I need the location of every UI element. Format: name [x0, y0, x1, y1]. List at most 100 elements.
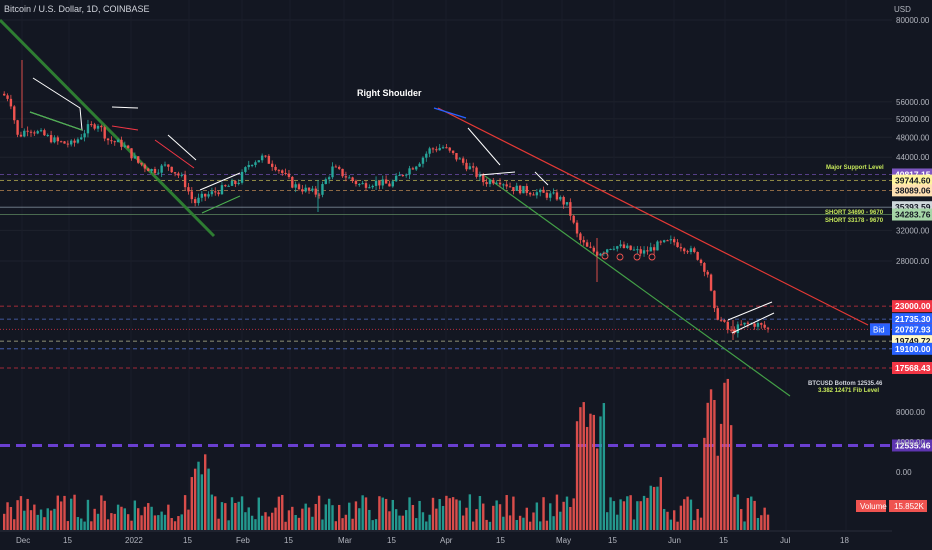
candle-body	[579, 233, 582, 241]
candle-body	[90, 124, 93, 126]
volume-bar	[116, 504, 120, 530]
candle-body	[56, 137, 59, 142]
volume-bar	[200, 474, 204, 530]
volume-bar	[46, 508, 49, 530]
candle-body	[183, 174, 187, 188]
candle-body	[147, 168, 150, 172]
volume-bar	[173, 521, 177, 530]
volume-bar	[465, 507, 468, 530]
candle-body	[478, 174, 482, 177]
time-axis[interactable]	[0, 531, 892, 550]
price-label-bg	[892, 361, 932, 374]
volume-bar	[307, 507, 311, 530]
candle-body	[629, 245, 632, 250]
candle-body	[740, 324, 743, 326]
volume-bar	[73, 494, 76, 530]
candle-body	[492, 180, 495, 184]
candle-body	[472, 166, 475, 168]
candle-body	[217, 192, 220, 195]
candle-body	[354, 180, 358, 185]
volume-bar	[371, 520, 374, 530]
volume-bar	[703, 437, 706, 530]
volume-bar	[147, 503, 150, 530]
volume-bar	[485, 519, 488, 530]
candle-body	[13, 106, 16, 121]
volume-bar	[709, 389, 713, 530]
time-tick-label: 15	[496, 536, 505, 545]
candle-body	[565, 202, 569, 205]
volume-bar	[177, 516, 180, 530]
volume-bar	[475, 509, 478, 530]
candle-body	[351, 177, 354, 181]
volume-bar	[766, 514, 770, 530]
volume-bar	[358, 508, 361, 530]
volume-bar	[83, 521, 86, 530]
candle-body	[277, 170, 281, 172]
candle-body	[214, 191, 217, 193]
annotation-right-shoulder: Right Shoulder	[357, 88, 422, 98]
volume-bar	[284, 521, 287, 530]
candle-body	[545, 192, 549, 198]
volume-bar	[719, 423, 723, 530]
price-label-bg	[892, 342, 932, 355]
candle-body	[86, 124, 90, 134]
candle-body	[723, 320, 726, 322]
volume-bar	[401, 515, 405, 530]
candle-body	[522, 186, 525, 194]
candle-body	[16, 120, 19, 135]
volume-bar	[381, 497, 384, 530]
volume-bar	[384, 498, 388, 530]
volume-bar	[63, 495, 66, 530]
volume-bar	[441, 505, 445, 530]
volume-bar	[224, 503, 227, 530]
volume-bar	[294, 515, 297, 530]
channel-line-green	[484, 175, 791, 397]
volume-bar	[575, 421, 579, 530]
volume-bar	[595, 448, 599, 530]
volume-bar	[364, 497, 368, 530]
volume-bar	[602, 403, 606, 530]
volume-bar	[3, 513, 6, 530]
candle-body	[197, 197, 200, 204]
annotation-short-2: SHORT 33178 - 9670	[825, 218, 884, 224]
candle-body	[401, 174, 405, 176]
volume-bar	[495, 500, 498, 530]
volume-bar	[492, 505, 495, 530]
candle-body	[746, 322, 750, 324]
volume-bar	[478, 496, 482, 530]
volume-bar	[137, 508, 140, 530]
volume-bar	[743, 521, 746, 530]
volume-bar	[244, 512, 247, 530]
volume-bar	[569, 506, 572, 530]
volume-bar	[666, 511, 669, 530]
candle-body	[498, 182, 502, 185]
volume-bar	[535, 502, 539, 530]
volume-bar	[572, 498, 575, 530]
flag-top-4	[467, 127, 501, 166]
candle-body	[257, 160, 260, 163]
volume-bar	[636, 501, 639, 530]
candle-body	[639, 249, 642, 254]
price-label: 34283.76	[895, 210, 931, 220]
volume-bar	[425, 521, 428, 530]
volume-bar	[126, 514, 130, 530]
volume-bar	[237, 501, 240, 530]
volume-bar	[123, 508, 126, 530]
candle-body	[63, 141, 66, 144]
volume-bar	[622, 501, 626, 530]
price-label: 19749.72	[895, 336, 931, 346]
candle-body	[9, 98, 13, 107]
candle-body	[167, 164, 170, 167]
volume-bar	[582, 402, 585, 530]
candle-body	[465, 162, 468, 170]
volume-bar	[210, 494, 214, 530]
candle-body	[542, 189, 545, 193]
volume-bar	[257, 497, 260, 530]
candle-body	[137, 156, 140, 163]
volume-bar	[659, 477, 662, 530]
candle-body	[49, 135, 53, 143]
candle-body	[713, 290, 716, 309]
candle-body	[113, 141, 116, 143]
volume-bar	[207, 468, 210, 530]
